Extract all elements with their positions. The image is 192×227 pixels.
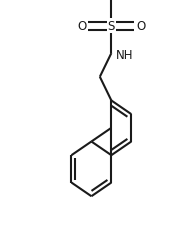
Text: O: O [77,20,86,33]
Text: S: S [108,20,115,33]
Text: NH: NH [116,49,134,62]
Text: O: O [136,20,146,33]
